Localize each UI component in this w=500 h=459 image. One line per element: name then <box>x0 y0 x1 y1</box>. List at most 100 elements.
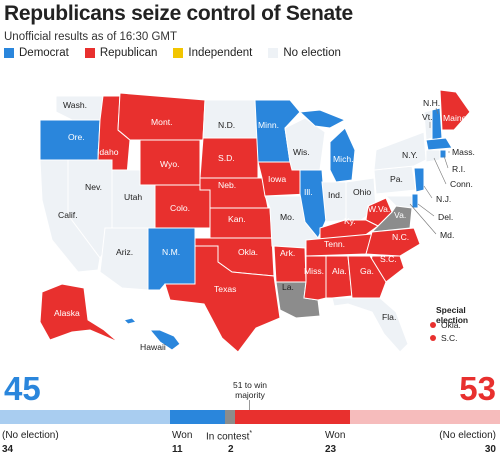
label-del: Del. <box>438 212 453 222</box>
label-neb: Neb. <box>218 180 236 190</box>
label-la: La. <box>282 282 294 292</box>
caption-in-contest-text: In contest <box>206 431 250 443</box>
republican-swatch <box>84 48 95 58</box>
legend-label: Republican <box>99 47 158 59</box>
special-election-item-sc: S.C. <box>430 333 458 343</box>
label-nj: N.J. <box>436 194 451 204</box>
label-nc: N.C. <box>392 232 409 242</box>
legend-label: No election <box>283 47 341 59</box>
state-alabama[interactable] <box>325 255 353 299</box>
label-mont: Mont. <box>151 117 173 127</box>
label-conn: Conn. <box>450 179 473 189</box>
us-senate-map: Wash. Ore. Idaho Mont. Wyo. N.D. S.D. Mi… <box>39 89 475 353</box>
democrat-swatch <box>4 48 14 58</box>
map-legend: Democrat Republican Independent No elect… <box>4 47 357 59</box>
page-title: Republicans seize control of Senate <box>4 2 353 25</box>
state-new-hampshire[interactable] <box>431 107 443 141</box>
label-okla: Okla. <box>238 247 258 257</box>
page-subtitle: Unofficial results as of 16:30 GMT <box>4 31 177 43</box>
state-hawaii[interactable] <box>148 329 181 351</box>
label-va: Va. <box>394 210 406 220</box>
caption-dem-no-election: (No election) <box>2 430 59 441</box>
special-election-label: Okla. <box>441 320 461 330</box>
count-dem-won: 11 <box>172 444 183 455</box>
label-ri: R.I. <box>452 164 465 174</box>
legend-label: Independent <box>188 47 253 59</box>
state-arizona[interactable] <box>99 227 149 291</box>
majority-threshold-label: 51 to win majority <box>232 380 268 400</box>
state-georgia[interactable] <box>347 255 387 299</box>
count-rep-won: 23 <box>325 444 337 455</box>
legend-label: Democrat <box>19 47 69 59</box>
label-nh: N.H. <box>423 98 440 108</box>
label-nd: N.D. <box>218 120 235 130</box>
state-maine[interactable] <box>439 89 471 131</box>
no-election-swatch <box>268 48 279 58</box>
label-wva: W.Va. <box>368 204 390 214</box>
label-vt: Vt. <box>422 112 433 122</box>
state-illinois[interactable] <box>299 169 327 239</box>
state-michigan-up[interactable] <box>298 109 347 129</box>
label-sd: S.D. <box>218 153 235 163</box>
state-texas[interactable] <box>164 245 281 353</box>
special-election-label: S.C. <box>441 333 458 343</box>
label-kan: Kan. <box>228 214 246 224</box>
caption-rep-won: Won <box>325 430 346 441</box>
caption-in-contest-footnote-mark: * <box>249 430 253 437</box>
label-ariz: Ariz. <box>116 247 133 257</box>
caption-rep-no-election: (No election) <box>439 430 496 441</box>
state-north-dakota[interactable] <box>202 99 259 139</box>
label-alaska: Alaska <box>54 308 80 318</box>
label-utah: Utah <box>124 192 142 202</box>
label-md: Md. <box>440 230 454 240</box>
seat-bar <box>0 410 500 424</box>
label-wash: Wash. <box>63 100 87 110</box>
legend-item-republican: Republican <box>84 47 158 59</box>
label-ga: Ga. <box>360 266 374 276</box>
label-pa: Pa. <box>390 174 403 184</box>
state-california[interactable] <box>39 159 101 273</box>
count-dem-no-election: 34 <box>2 444 14 455</box>
state-massachusetts[interactable] <box>425 137 453 151</box>
special-election-dot <box>430 322 436 328</box>
label-ala: Ala. <box>332 266 347 276</box>
seat-bar-rep-no-election <box>350 410 500 424</box>
label-hawaii: Hawaii <box>140 342 166 352</box>
state-delaware[interactable] <box>411 193 419 209</box>
state-mississippi[interactable] <box>303 255 327 301</box>
state-new-york[interactable] <box>373 131 427 171</box>
legend-item-no-election: No election <box>268 47 341 59</box>
state-michigan[interactable] <box>329 127 356 183</box>
label-wis: Wis. <box>293 147 310 157</box>
caption-in-contest: In contest* <box>206 430 252 442</box>
state-connecticut[interactable] <box>425 149 441 163</box>
state-rhode-island[interactable] <box>439 149 447 159</box>
caption-dem-won: Won <box>172 430 193 441</box>
label-iowa: Iowa <box>268 174 286 184</box>
label-nev: Nev. <box>85 182 102 192</box>
majority-threshold-tick <box>249 400 250 410</box>
legend-item-independent: Independent <box>173 47 252 59</box>
state-alaska[interactable] <box>39 283 119 343</box>
label-mo: Mo. <box>280 212 294 222</box>
label-texas: Texas <box>214 284 236 294</box>
special-election-item-okla: Okla. <box>430 320 461 330</box>
label-colo: Colo. <box>170 203 190 213</box>
seat-bar-rep-won <box>235 410 350 424</box>
state-florida[interactable] <box>331 297 409 353</box>
legend-item-democrat: Democrat <box>4 47 69 59</box>
label-ill: Ill. <box>304 187 313 197</box>
state-new-mexico[interactable] <box>147 227 196 291</box>
republican-total: 53 <box>459 370 496 407</box>
label-miss: Miss. <box>304 266 324 276</box>
state-hawaii-west[interactable] <box>123 317 137 325</box>
count-rep-no-election: 30 <box>484 444 496 455</box>
special-election-dot <box>430 335 436 341</box>
label-tenn: Tenn. <box>324 239 345 249</box>
state-indiana[interactable] <box>321 181 347 223</box>
state-new-jersey[interactable] <box>413 167 425 193</box>
state-north-carolina[interactable] <box>365 227 421 257</box>
seat-bar-dem-no-election <box>0 410 170 424</box>
label-ind: Ind. <box>328 190 342 200</box>
label-ore: Ore. <box>68 132 85 142</box>
